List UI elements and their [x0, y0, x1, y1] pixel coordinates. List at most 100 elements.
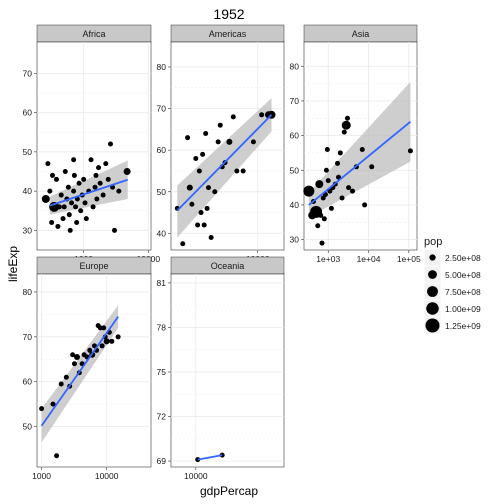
fit-line-americas	[176, 114, 273, 212]
data-point	[324, 146, 330, 152]
y-tick-label: 60	[290, 131, 300, 141]
data-point	[234, 168, 240, 174]
data-point	[203, 131, 209, 137]
legend-label: 7.50e+08	[445, 287, 481, 297]
legend-label: 5.00e+08	[445, 270, 481, 280]
panel-europe: Europe 1000 10000 50 60 70 80	[23, 256, 152, 481]
data-point	[65, 184, 71, 190]
data-point	[87, 347, 93, 353]
grid-europe	[37, 274, 151, 467]
plot-area-africa	[36, 41, 152, 251]
data-point	[55, 223, 61, 229]
data-point	[315, 180, 324, 189]
chart-title: 1952	[213, 6, 244, 22]
data-point	[116, 188, 122, 194]
data-point	[115, 334, 121, 340]
data-point	[328, 205, 334, 211]
data-point	[109, 338, 115, 344]
y-tick-label: 40	[23, 186, 33, 196]
x-axis-label: gdpPercap	[200, 484, 258, 498]
strip-label-africa: Africa	[82, 29, 105, 39]
plot-area-oceania	[170, 273, 285, 468]
grid-africa	[37, 42, 151, 250]
data-point	[315, 223, 321, 229]
data-point	[123, 168, 131, 176]
data-point	[54, 453, 60, 459]
data-point	[107, 141, 113, 147]
data-point	[41, 194, 50, 203]
data-point	[74, 220, 80, 226]
data-point	[47, 188, 53, 194]
panel-oceania: Oceania 10000 69 72 75 78 81	[157, 256, 285, 481]
data-point	[61, 204, 67, 210]
data-point	[112, 227, 118, 233]
grid-oceania	[171, 274, 284, 467]
y-tick-label: 80	[23, 287, 33, 297]
data-point	[359, 146, 365, 152]
y-tick-label: 80	[157, 62, 167, 72]
data-point	[69, 200, 75, 206]
data-point	[83, 216, 89, 222]
data-point	[212, 189, 218, 195]
data-point	[344, 115, 350, 121]
data-point	[346, 185, 352, 191]
data-point	[250, 139, 256, 145]
data-point	[103, 161, 109, 167]
strip-label-oceania: Oceania	[211, 261, 245, 271]
data-point	[217, 122, 223, 128]
data-point	[94, 196, 100, 202]
data-point	[49, 220, 55, 226]
y-tick-label: 60	[157, 145, 167, 155]
data-point	[60, 216, 66, 222]
y-tick-label: 50	[290, 165, 300, 175]
data-point	[50, 172, 56, 178]
data-point	[71, 172, 77, 178]
legend-size-marker	[428, 270, 437, 279]
data-point	[407, 148, 413, 154]
data-point	[81, 176, 87, 182]
data-point	[226, 138, 233, 145]
data-point	[62, 169, 68, 175]
y-tick-label: 40	[290, 200, 300, 210]
points-africa	[41, 141, 131, 233]
fit-line-oceania	[197, 454, 223, 461]
facet-panels: Africa 1000 10000 30 40 50 60 70 Americas 10000 40…	[23, 24, 421, 481]
data-point	[208, 235, 214, 241]
y-axis-label: lifeExp	[6, 246, 20, 282]
strip-label-asia: Asia	[352, 29, 370, 39]
data-point	[96, 165, 102, 171]
data-point	[53, 176, 59, 182]
data-point	[240, 168, 246, 174]
data-point	[335, 160, 341, 166]
data-point	[70, 352, 76, 358]
y-tick-label: 30	[23, 225, 33, 235]
legend-size-marker	[427, 286, 438, 297]
data-point	[58, 192, 64, 198]
x-tick-label: 10000	[184, 471, 208, 481]
data-point	[215, 139, 221, 145]
data-point	[58, 381, 64, 387]
strip-label-europe: Europe	[79, 261, 108, 271]
data-point	[204, 205, 210, 211]
data-point	[201, 222, 207, 228]
y-tick-label: 70	[157, 104, 167, 114]
data-point	[88, 157, 94, 163]
data-point	[63, 374, 69, 380]
data-point	[319, 240, 325, 246]
y-tick-label: 60	[23, 108, 33, 118]
data-point	[200, 151, 206, 157]
panel-africa: Africa1000100003040506070	[23, 24, 160, 264]
y-tick-label: 50	[23, 147, 33, 157]
x-tick-label: 10000	[95, 471, 119, 481]
data-point	[230, 114, 236, 120]
x-tick-label: 1e+03	[316, 254, 340, 264]
data-point	[186, 184, 193, 191]
data-point	[321, 216, 327, 222]
legend-label: 1.00e+09	[445, 304, 481, 314]
legend-size-marker	[425, 318, 440, 333]
strip-label-americas: Americas	[209, 29, 247, 39]
y-tick-label: 50	[157, 187, 167, 197]
data-point	[73, 354, 80, 361]
legend-size-marker	[426, 302, 439, 315]
